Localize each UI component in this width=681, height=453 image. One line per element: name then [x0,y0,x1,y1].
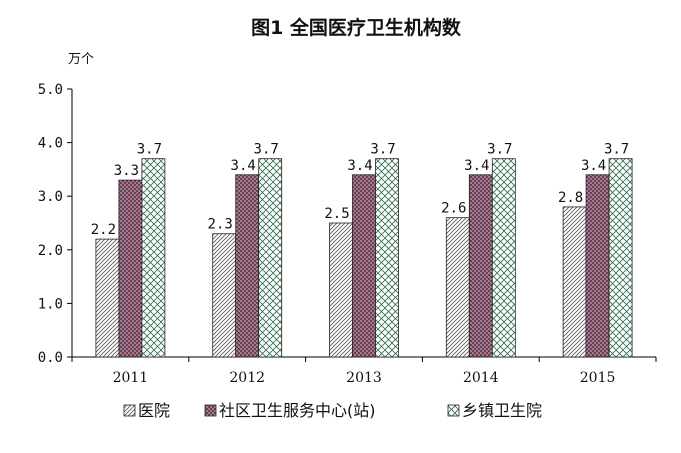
chart-title: 图1 全国医疗卫生机构数 [251,16,462,39]
data-label: 2.6 [441,201,466,217]
bar-series-1-2013 [352,174,376,358]
bar-series-1-2015 [585,174,610,358]
data-label: 2.8 [558,190,583,206]
bar-series-2-2011 [141,158,166,358]
bar-series-2-2013 [375,158,399,358]
data-label: 3.4 [581,158,606,174]
bar-series-0-2014 [445,217,470,358]
data-label: 3.7 [137,142,162,158]
x-category-label: 2012 [229,370,265,386]
legend-swatch-0 [123,404,136,417]
bar-series-0-2011 [95,238,120,358]
data-label: 2.2 [91,222,116,238]
data-label: 3.3 [114,163,139,179]
data-label: 3.7 [604,142,629,158]
legend-label-0: 医院 [138,401,170,420]
x-category-label: 2014 [463,370,499,386]
y-tick-label: 1.0 [38,296,63,312]
legend-swatch-2 [447,404,460,417]
bar-series-2-2014 [491,158,516,358]
data-label: 3.4 [464,158,489,174]
legend-swatch-1 [204,404,217,417]
bar-series-2-2012 [258,158,283,358]
bar-series-0-2012 [212,233,237,358]
legend: 医院 社区卫生服务中心(站) 乡镇卫生院 [123,401,542,420]
bar-series-0-2015 [562,206,587,358]
data-label: 3.7 [254,142,279,158]
x-category-label: 2015 [580,370,616,386]
data-label: 3.4 [231,158,256,174]
bar-series-2-2015 [608,158,633,358]
y-tick-label: 0.0 [38,350,63,366]
y-tick-label: 3.0 [38,189,63,205]
data-label: 2.5 [324,206,349,222]
data-label: 3.7 [370,142,395,158]
legend-label-2: 乡镇卫生院 [462,401,542,420]
bar-series-1-2011 [118,179,143,358]
data-label: 3.4 [347,158,372,174]
bar-series-1-2012 [235,174,260,358]
y-tick-label: 4.0 [38,136,63,152]
bar-series-1-2014 [468,174,493,358]
bars: 2.2 2.32.5 2.62.83.3 3.4 3.4 3.4 3.43.7 3.7 3.7 3… [91,142,633,358]
y-tick-label: 2.0 [38,243,63,259]
bar-series-0-2013 [329,222,353,358]
y-tick-label: 5.0 [38,82,63,98]
x-category-label: 2011 [113,370,149,386]
axes: 0.0 1.0 2.0 3.0 4.0 5.0 2011 2012 2013 2014 2015 [38,82,657,386]
data-label: 2.3 [208,217,233,233]
x-category-label: 2013 [346,370,382,386]
data-label: 3.7 [487,142,512,158]
legend-label-1: 社区卫生服务中心(站) [219,401,376,420]
y-unit-label: 万个 [68,52,94,67]
